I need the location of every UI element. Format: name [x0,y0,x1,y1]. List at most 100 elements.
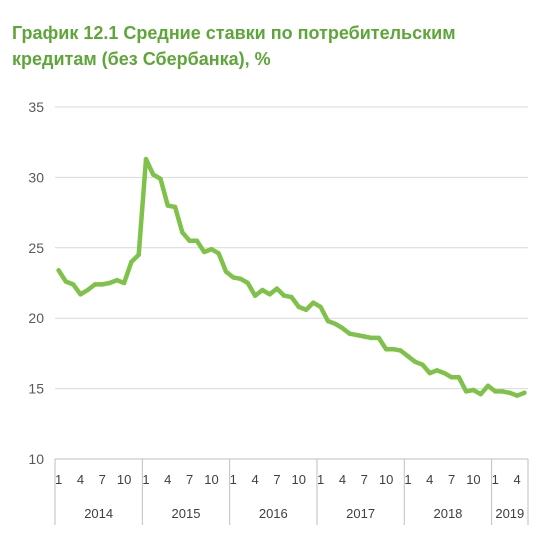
data-point [362,334,367,339]
x-month-tick: 10 [379,472,393,487]
data-point [129,259,134,265]
x-month-tick: 7 [361,472,368,487]
data-point [252,293,258,298]
data-point [245,280,250,286]
x-month-tick: 1 [55,472,62,487]
y-tick-label: 15 [28,381,44,397]
data-point [289,294,294,300]
data-point [158,176,163,181]
data-point [172,204,178,210]
data-point [274,286,280,291]
data-point [333,321,338,326]
x-month-tick: 7 [273,472,280,487]
x-month-tick: 1 [142,472,149,487]
data-point [340,325,345,331]
x-month-tick: 4 [513,472,520,487]
x-month-tick: 1 [317,472,324,487]
data-point [376,335,381,341]
data-point [456,375,462,380]
data-point [209,247,214,252]
y-tick-label: 25 [28,240,44,256]
x-year-label: 2017 [346,506,375,521]
x-month-tick: 10 [117,472,131,487]
chart-title: График 12.1 Средние ставки по потребител… [12,23,456,69]
x-year-label: 2019 [495,506,524,521]
x-month-tick: 4 [426,472,433,487]
y-tick-label: 10 [28,451,44,467]
data-point [223,269,229,274]
x-month-tick: 4 [77,472,84,487]
data-point [434,368,440,373]
data-point [71,282,76,287]
y-axis-labels: 10 15 20 25 30 35 [28,99,44,467]
x-month-tick: 4 [251,472,258,487]
data-point [202,249,207,255]
data-point [391,347,396,352]
x-year-label: 2015 [172,506,201,521]
x-year-label: 2014 [84,506,113,521]
y-tick-label: 30 [28,169,44,185]
y-tick-label: 20 [28,310,44,326]
data-point [56,268,61,273]
data-point [238,276,243,281]
data-point [405,354,411,359]
data-point [136,252,141,257]
data-point [180,230,185,235]
data-point [92,282,98,287]
data-point [347,331,352,336]
data-point [325,318,331,324]
data-point [63,279,69,284]
x-month-tick: 10 [292,472,306,487]
data-point [514,393,520,398]
x-month-tick: 7 [448,472,455,487]
data-point [500,389,505,394]
y-tick-label: 35 [28,99,44,115]
data-point [296,304,301,310]
data-point [114,278,120,283]
data-point [194,238,200,243]
x-month-tick: 1 [492,472,499,487]
data-point [485,383,491,388]
data-point [427,370,432,376]
x-month-tick: 4 [339,472,346,487]
data-point [398,348,403,353]
data-point [260,287,265,293]
data-point [85,287,90,293]
series-line [56,156,527,398]
data-point [78,292,83,297]
data-point [442,370,447,376]
data-point [121,280,127,286]
x-month-tick: 1 [230,472,237,487]
data-point [413,359,418,364]
data-point [478,392,483,397]
x-month-tick: 4 [164,472,171,487]
x-month-tick: 7 [186,472,193,487]
data-point [100,282,105,287]
data-point [311,300,316,305]
data-point [187,238,192,243]
data-point [369,335,374,341]
x-month-tick: 10 [204,472,218,487]
x-month-tick: 1 [404,472,411,487]
data-point [282,293,287,298]
data-point [143,156,149,162]
x-month-tick: 10 [466,472,480,487]
data-point [420,362,425,367]
data-point [267,292,272,297]
data-point [231,275,236,280]
x-month-tick: 7 [99,472,106,487]
data-point [522,390,527,395]
data-point [165,203,170,208]
data-point [303,307,309,312]
x-year-label: 2018 [433,506,462,521]
data-point [471,387,476,393]
data-point [216,251,221,256]
data-point [463,389,469,394]
data-point [507,390,512,395]
series-layer [56,156,527,398]
data-point [383,347,389,352]
data-point [493,389,498,394]
data-point [354,332,360,338]
data-point [449,375,454,380]
